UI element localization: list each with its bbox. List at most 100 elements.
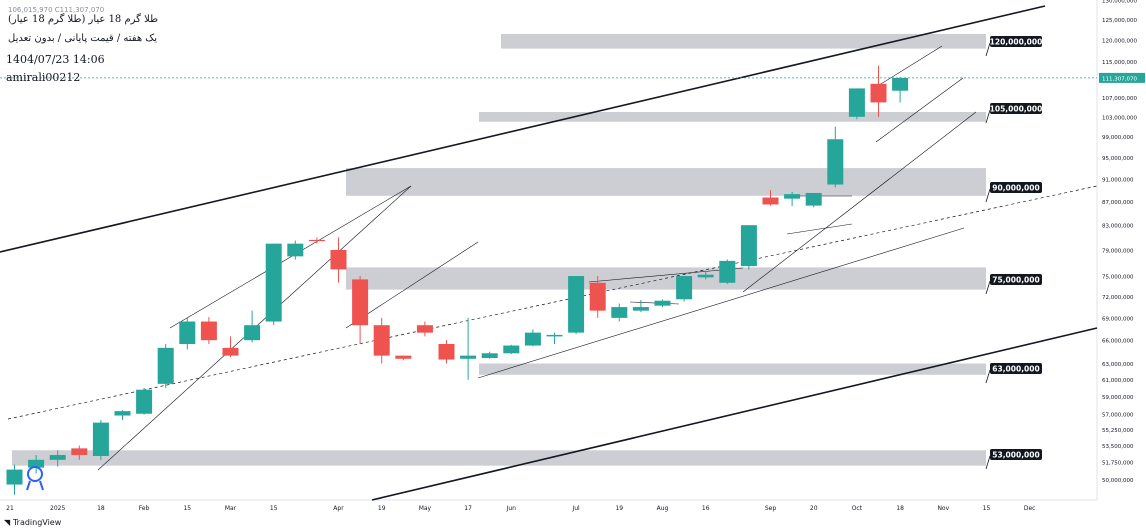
candle-body [589, 282, 606, 311]
y-tick-label: 103,000,000 [1102, 115, 1137, 121]
x-tick-label: 21 [6, 505, 14, 512]
candle-41 [892, 77, 909, 103]
x-tick-label: 20 [810, 505, 818, 512]
x-tick-label: Jun [506, 505, 517, 512]
y-tick-label: 95,000,000 [1102, 156, 1134, 162]
candle-20 [438, 340, 455, 364]
candle-body [6, 469, 23, 485]
candle-body [265, 243, 282, 322]
candle-body [460, 355, 477, 359]
candle-body [568, 276, 585, 333]
trendline-2 [7, 185, 1098, 420]
zone-callout-line [985, 42, 991, 57]
y-tick-label: 69,000,000 [1102, 316, 1134, 322]
candle-body [827, 139, 844, 185]
zone-90,000,000 [346, 168, 986, 196]
candle-body [676, 276, 693, 300]
x-tick-label: May [419, 505, 432, 512]
candle-body [719, 260, 736, 283]
zone-label-5: 53,000,000 [992, 450, 1039, 459]
x-tick-label: Oct [852, 505, 863, 512]
candle-body [632, 307, 649, 311]
y-tick-label: 99,000,000 [1102, 135, 1134, 141]
candle-33 [719, 259, 736, 285]
zone-label-3: 75,000,000 [992, 275, 1039, 284]
trendline-4 [169, 185, 412, 329]
chart-subtitle: یک هفته / قیمت پایانی / بدون تعدیل [8, 33, 158, 44]
y-tick-label: 111,307,070 [1102, 76, 1137, 82]
y-tick-label: 72,000,000 [1102, 295, 1134, 301]
x-tick-label: Apr [333, 505, 344, 512]
y-tick-label: 79,000,000 [1102, 248, 1134, 254]
candle-8 [179, 317, 196, 350]
zone-label-tag [990, 274, 1042, 285]
x-tick-label: 15 [270, 505, 278, 512]
candle-body [200, 321, 217, 341]
candle-0 [6, 464, 23, 495]
candle-40 [870, 65, 887, 117]
x-tick-label: 15 [183, 505, 191, 512]
y-tick-label: 115,000,000 [1102, 60, 1137, 66]
x-tick-label: Jul [571, 505, 580, 512]
candle-body [308, 239, 325, 242]
candle-body [114, 411, 131, 416]
candle-body [28, 459, 45, 468]
chart-datetime: 1404/07/23 14:06 [6, 53, 105, 66]
candle-34 [740, 225, 757, 270]
candle-6 [136, 388, 153, 415]
x-tick-label: 19 [378, 505, 386, 512]
candle-13 [287, 240, 304, 260]
zone-label-4: 63,000,000 [992, 364, 1039, 373]
candle-body [762, 197, 779, 205]
zone-label-1: 105,000,000 [990, 104, 1043, 113]
candle-body [244, 325, 261, 341]
candle-5 [114, 410, 131, 420]
zone-label-tag [990, 103, 1042, 114]
trendline-6 [477, 227, 965, 379]
zone-53,000,000 [12, 450, 986, 466]
zone-callout-line [985, 188, 991, 203]
candle-body [805, 192, 822, 206]
candle-1 [28, 455, 45, 474]
candle-37 [805, 192, 822, 208]
y-tick-label: 63,000,000 [1102, 362, 1134, 368]
candle-body [697, 274, 714, 278]
x-tick-label: 19 [615, 505, 623, 512]
candle-body [524, 332, 541, 346]
trendline-0 [0, 5, 1046, 253]
y-tick-label: 120,000,000 [1102, 39, 1137, 45]
zone-105,000,000 [479, 111, 986, 122]
candle-28 [611, 303, 628, 322]
candle-body [373, 325, 390, 356]
candle-12 [265, 243, 282, 326]
candle-4 [92, 419, 109, 460]
candle-body [136, 389, 153, 414]
candle-3 [71, 445, 88, 460]
candle-15 [330, 237, 347, 283]
zone-label-tag [990, 182, 1042, 193]
y-tick-label: 87,000,000 [1102, 200, 1134, 206]
y-tick-label: 59,000,000 [1102, 395, 1134, 401]
candle-body [49, 455, 66, 460]
y-tick-label: 61,000,000 [1102, 378, 1134, 384]
candle-36 [784, 191, 801, 207]
candle-16 [352, 276, 369, 345]
y-tick-label: 57,000,000 [1102, 412, 1134, 418]
y-tick-label: 75,000,000 [1102, 275, 1134, 281]
trendline-10 [875, 77, 964, 143]
y-tick-label: 107,000,000 [1102, 96, 1137, 102]
candle-body [222, 347, 239, 356]
candle-30 [654, 299, 671, 308]
candle-body [330, 249, 347, 270]
trendline-7 [588, 267, 744, 283]
candle-body [157, 347, 174, 384]
y-tick-label: 91,000,000 [1102, 177, 1134, 183]
candle-23 [503, 344, 520, 355]
x-tick-label: Mar [225, 505, 237, 512]
candle-9 [200, 317, 217, 345]
candle-body [611, 307, 628, 318]
candle-body [740, 225, 757, 267]
zone-label-tag [990, 36, 1042, 47]
candle-body [395, 355, 412, 359]
